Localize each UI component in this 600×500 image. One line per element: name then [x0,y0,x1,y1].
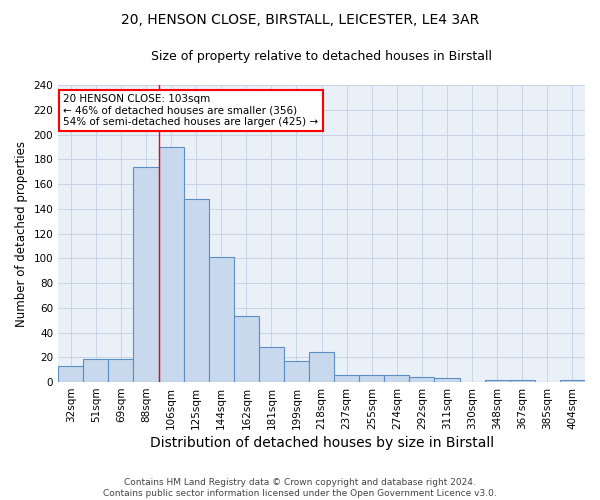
Bar [83,358,109,382]
Bar [209,257,234,382]
Text: 20 HENSON CLOSE: 103sqm
← 46% of detached houses are smaller (356)
54% of semi-d: 20 HENSON CLOSE: 103sqm ← 46% of detache… [64,94,319,127]
Text: 20, HENSON CLOSE, BIRSTALL, LEICESTER, LE4 3AR: 20, HENSON CLOSE, BIRSTALL, LEICESTER, L… [121,12,479,26]
Bar [485,380,510,382]
Title: Size of property relative to detached houses in Birstall: Size of property relative to detached ho… [151,50,492,63]
Bar [133,166,158,382]
Bar [385,374,409,382]
Bar [334,374,359,382]
Bar [434,378,460,382]
Bar [158,147,184,382]
Y-axis label: Number of detached properties: Number of detached properties [15,140,28,326]
Bar [359,374,385,382]
Bar [409,377,434,382]
Bar [234,316,259,382]
Bar [284,361,309,382]
Bar [58,366,83,382]
Bar [259,348,284,382]
X-axis label: Distribution of detached houses by size in Birstall: Distribution of detached houses by size … [149,436,494,450]
Bar [560,380,585,382]
Bar [510,380,535,382]
Bar [184,199,209,382]
Bar [109,358,133,382]
Text: Contains HM Land Registry data © Crown copyright and database right 2024.
Contai: Contains HM Land Registry data © Crown c… [103,478,497,498]
Bar [309,352,334,382]
